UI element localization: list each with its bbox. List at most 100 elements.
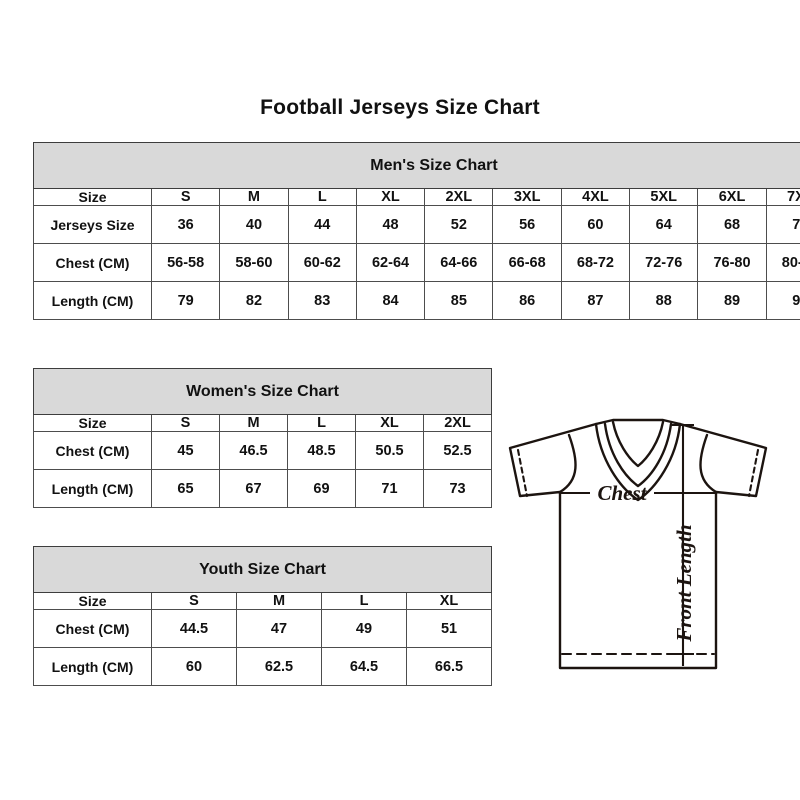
womens-size-header-s: S <box>151 414 220 432</box>
table-cell: 62-64 <box>355 243 426 282</box>
table-row: Chest (CM) 45 46.5 48.5 50.5 52.5 <box>33 431 493 470</box>
page-title: Football Jerseys Size Chart <box>260 96 540 119</box>
chest-measure-label: Chest <box>597 481 647 505</box>
youth-row-label: Chest (CM) <box>33 609 152 648</box>
youth-table-head: Youth Size Chart Size S M L XL <box>32 546 493 610</box>
table-cell: 50.5 <box>355 431 424 470</box>
womens-table-caption: Women's Size Chart <box>32 368 493 415</box>
jersey-measurement-diagram: Chest Front Length <box>498 398 778 690</box>
table-cell: 40 <box>219 205 289 244</box>
table-row: Chest (CM) 56-58 58-60 60-62 62-64 64-66 66-68… <box>33 243 800 282</box>
mens-table-head: Men's Size Chart Size S M L XL 2XL 3XL 4XL 5XL 6X… <box>33 142 800 206</box>
mens-size-chart-table: Men's Size Chart Size S M L XL 2XL 3XL 4XL 5XL 6X… <box>33 142 800 320</box>
womens-table-head: Women's Size Chart Size S M L XL 2XL <box>32 368 493 432</box>
front-length-measure-label: Front Length <box>672 524 696 642</box>
mens-row-label-header: Size <box>33 188 152 206</box>
table-cell: 87 <box>560 281 631 320</box>
mens-row-label: Chest (CM) <box>33 243 152 282</box>
womens-size-header-xl: XL <box>355 414 424 432</box>
table-cell: 48.5 <box>287 431 356 470</box>
table-cell: 72 <box>765 205 800 244</box>
jersey-vneck-outer <box>594 422 682 502</box>
table-cell: 64-66 <box>424 243 494 282</box>
table-cell: 79 <box>150 281 221 320</box>
table-cell: 80-84 <box>765 243 800 282</box>
mens-caption-row: Men's Size Chart <box>33 142 800 189</box>
jersey-left-cuff-dashed <box>516 448 529 498</box>
table-cell: 68-72 <box>560 243 631 282</box>
mens-size-header-row: SizeSMLXL2XL3XL4XL5XL6XL7XL <box>33 188 800 206</box>
womens-size-header-l: L <box>287 414 356 432</box>
mens-size-header-m: M <box>219 188 289 206</box>
jersey-outline-group <box>508 418 768 670</box>
table-cell: 46.5 <box>219 431 288 470</box>
youth-size-header-row: Size S M L XL <box>33 592 493 610</box>
womens-row-label-header: Size <box>33 414 152 432</box>
table-cell: 62.5 <box>236 647 322 686</box>
mens-table-body: Jerseys Size36404448525660646872Chest (C… <box>33 205 800 320</box>
womens-size-header-row: Size S M L XL 2XL <box>33 414 493 432</box>
youth-size-header-l: L <box>321 592 407 610</box>
table-cell: 56-58 <box>150 243 221 282</box>
youth-size-chart-table: Youth Size Chart Size S M L XL Chest (CM) 44.… <box>32 546 493 686</box>
table-cell: 60 <box>560 205 631 244</box>
mens-size-header-l: L <box>287 188 357 206</box>
mens-size-header-s: S <box>150 188 221 206</box>
table-cell: 66-68 <box>492 243 562 282</box>
youth-caption-row: Youth Size Chart <box>32 546 493 593</box>
table-cell: 90 <box>765 281 800 320</box>
mens-row-label: Jerseys Size <box>33 205 152 244</box>
mens-size-header-3xl: 3XL <box>492 188 562 206</box>
table-row: Length (CM)79828384858687888990 <box>33 281 800 320</box>
table-cell: 48 <box>355 205 426 244</box>
table-cell: 47 <box>236 609 322 648</box>
youth-row-label-header: Size <box>33 592 152 610</box>
measurement-guides <box>560 423 716 666</box>
table-cell: 52 <box>424 205 494 244</box>
womens-table-body: Chest (CM) 45 46.5 48.5 50.5 52.5 Length (CM) 6… <box>33 431 493 508</box>
table-cell: 56 <box>492 205 562 244</box>
table-cell: 64 <box>629 205 699 244</box>
table-cell: 44 <box>287 205 357 244</box>
table-cell: 45 <box>151 431 220 470</box>
mens-size-header-5xl: 5XL <box>629 188 699 206</box>
womens-size-chart-table: Women's Size Chart Size S M L XL 2XL Chest (C… <box>32 368 493 508</box>
table-cell: 44.5 <box>151 609 237 648</box>
youth-table-body: Chest (CM) 44.5 47 49 51 Length (CM) 60 62.5 64.… <box>33 609 493 686</box>
table-cell: 66.5 <box>405 647 493 686</box>
table-row: Length (CM) 65 67 69 71 73 <box>33 469 493 508</box>
table-cell: 67 <box>219 469 288 508</box>
table-cell: 51 <box>405 609 493 648</box>
table-cell: 85 <box>424 281 494 320</box>
table-cell: 60 <box>151 647 237 686</box>
womens-row-label: Length (CM) <box>33 469 152 508</box>
youth-size-header-s: S <box>151 592 237 610</box>
table-cell: 52.5 <box>422 431 493 470</box>
mens-size-header-6xl: 6XL <box>697 188 767 206</box>
youth-row-label: Length (CM) <box>33 647 152 686</box>
table-cell: 64.5 <box>321 647 407 686</box>
jersey-vneck-inner <box>611 420 665 468</box>
table-row: Chest (CM) 44.5 47 49 51 <box>33 609 493 648</box>
mens-size-header-2xl: 2XL <box>424 188 494 206</box>
table-cell: 58-60 <box>219 243 289 282</box>
table-row: Jerseys Size36404448525660646872 <box>33 205 800 244</box>
youth-size-header-xl: XL <box>405 592 493 610</box>
table-cell: 73 <box>422 469 493 508</box>
table-cell: 83 <box>287 281 357 320</box>
mens-size-header-4xl: 4XL <box>560 188 631 206</box>
youth-size-header-m: M <box>236 592 322 610</box>
table-cell: 86 <box>492 281 562 320</box>
womens-size-header-m: M <box>219 414 288 432</box>
table-cell: 76-80 <box>697 243 767 282</box>
table-cell: 60-62 <box>287 243 357 282</box>
mens-size-header-7xl: 7XL <box>765 188 800 206</box>
table-cell: 88 <box>629 281 699 320</box>
table-cell: 65 <box>151 469 220 508</box>
jersey-vneck-middle <box>603 422 673 488</box>
jersey-right-cuff-dashed <box>747 448 760 498</box>
womens-size-header-2xl: 2XL <box>422 414 493 432</box>
youth-table-caption: Youth Size Chart <box>32 546 493 593</box>
table-cell: 68 <box>697 205 767 244</box>
table-cell: 36 <box>150 205 221 244</box>
